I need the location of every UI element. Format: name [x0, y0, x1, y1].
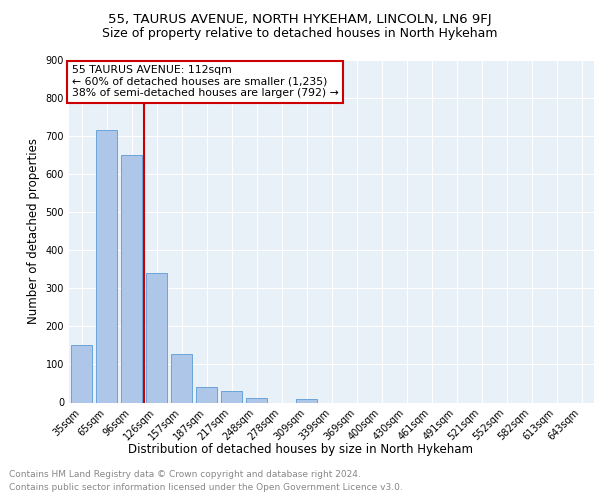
Bar	[146, 273, 167, 402]
Bar	[171, 354, 192, 403]
Bar	[96, 130, 117, 402]
Text: 55, TAURUS AVENUE, NORTH HYKEHAM, LINCOLN, LN6 9FJ: 55, TAURUS AVENUE, NORTH HYKEHAM, LINCOL…	[108, 12, 492, 26]
Text: 55 TAURUS AVENUE: 112sqm
← 60% of detached houses are smaller (1,235)
38% of sem: 55 TAURUS AVENUE: 112sqm ← 60% of detach…	[71, 65, 338, 98]
Bar	[246, 398, 267, 402]
Text: Contains public sector information licensed under the Open Government Licence v3: Contains public sector information licen…	[9, 482, 403, 492]
Bar	[221, 391, 242, 402]
Bar	[196, 386, 217, 402]
Y-axis label: Number of detached properties: Number of detached properties	[27, 138, 40, 324]
Bar	[296, 400, 317, 402]
Text: Distribution of detached houses by size in North Hykeham: Distribution of detached houses by size …	[128, 442, 473, 456]
Text: Contains HM Land Registry data © Crown copyright and database right 2024.: Contains HM Land Registry data © Crown c…	[9, 470, 361, 479]
Bar	[71, 346, 92, 403]
Text: Size of property relative to detached houses in North Hykeham: Size of property relative to detached ho…	[102, 28, 498, 40]
Bar	[121, 155, 142, 402]
